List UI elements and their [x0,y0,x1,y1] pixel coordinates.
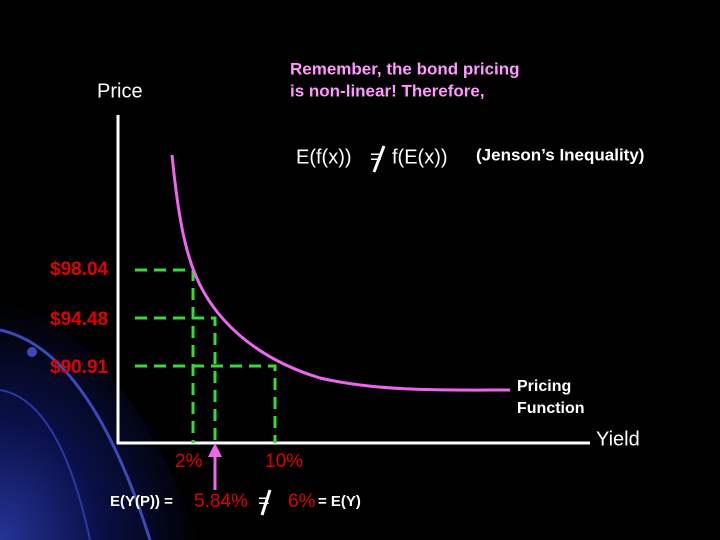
bottom-right: = E(Y) [318,493,361,510]
guide-90 [135,364,277,443]
price-label: $90.91 [50,357,109,378]
equation-left: E(f(x)) [296,146,352,168]
note-line: Remember, the bond pricing [290,59,520,78]
equation-name: (Jenson’s Inequality) [476,145,644,164]
swirl-line [0,389,91,540]
bottom-operator: = [258,490,270,512]
price-label: $98.04 [50,259,109,280]
yield-label: 2% [175,451,203,472]
curve-label: Function [517,400,585,417]
y-axis-label: Price [97,80,143,102]
yield-label: 10% [265,451,303,472]
bottom-left: E(Y(P)) = [110,493,173,510]
not-slash [260,489,272,516]
not-slash [372,145,386,173]
swirl-dot [27,347,37,357]
curve-label: Pricing [517,378,571,395]
price-label: $94.48 [50,309,108,330]
pricing-curve [170,154,511,392]
equation-operator: = [370,146,382,168]
equation-right: f(E(x)) [392,146,448,168]
x-axis-label: Yield [596,428,640,450]
guide-94 [135,316,217,443]
bottom-value: 5.84% [194,491,248,512]
bottom-mean: 6% [288,491,316,512]
note-line: is non-linear! Therefore, [290,81,485,100]
swirl-line [0,328,152,540]
arrow-head [208,443,222,457]
